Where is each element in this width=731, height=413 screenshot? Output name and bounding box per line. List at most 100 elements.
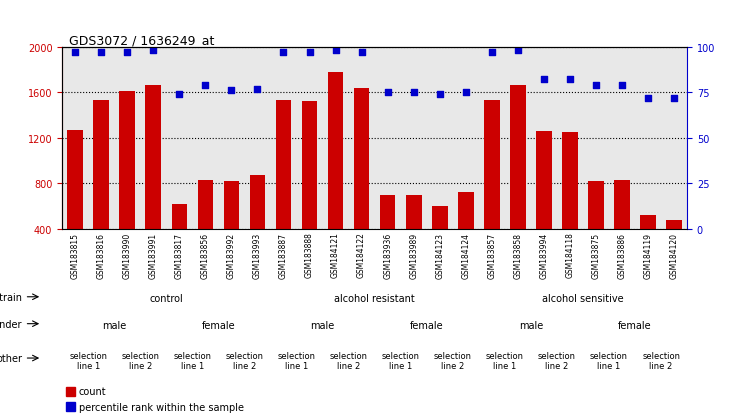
Bar: [67, 131, 83, 229]
Text: selection
line 2: selection line 2: [330, 351, 368, 370]
Bar: [510, 86, 526, 229]
Point: [616, 82, 628, 89]
Text: male: male: [311, 320, 335, 330]
Point: [408, 90, 420, 96]
Text: GSM183989: GSM183989: [409, 232, 418, 278]
Bar: [66, 387, 75, 396]
Text: GSM183990: GSM183990: [123, 232, 132, 278]
Text: percentile rank within the sample: percentile rank within the sample: [79, 402, 243, 412]
Bar: [276, 101, 292, 229]
Text: GSM183815: GSM183815: [71, 232, 80, 278]
Text: GSM183858: GSM183858: [513, 232, 523, 278]
Text: male: male: [519, 320, 543, 330]
Bar: [94, 101, 109, 229]
Bar: [536, 131, 552, 229]
Bar: [484, 101, 500, 229]
Text: GSM183936: GSM183936: [383, 232, 392, 278]
Bar: [562, 133, 577, 229]
Point: [434, 91, 446, 98]
Bar: [380, 195, 395, 229]
Text: GSM183856: GSM183856: [201, 232, 210, 278]
Text: GSM184122: GSM184122: [357, 232, 366, 278]
Bar: [172, 204, 187, 229]
Text: other: other: [0, 353, 22, 363]
Point: [330, 48, 341, 55]
Text: selection
line 2: selection line 2: [538, 351, 576, 370]
Text: selection
line 1: selection line 1: [590, 351, 628, 370]
Text: selection
line 2: selection line 2: [642, 351, 680, 370]
Text: control: control: [149, 293, 183, 304]
Point: [590, 82, 602, 89]
Text: GSM183888: GSM183888: [305, 232, 314, 278]
Bar: [354, 88, 369, 229]
Text: gender: gender: [0, 319, 22, 329]
Text: GSM184124: GSM184124: [461, 232, 470, 278]
Text: GDS3072 / 1636249_at: GDS3072 / 1636249_at: [69, 33, 215, 47]
Point: [460, 90, 471, 96]
Point: [668, 95, 680, 102]
Point: [148, 48, 159, 55]
Text: GSM184119: GSM184119: [643, 232, 653, 278]
Text: female: female: [202, 320, 235, 330]
Text: selection
line 2: selection line 2: [225, 351, 263, 370]
Text: GSM183817: GSM183817: [175, 232, 183, 278]
Text: strain: strain: [0, 292, 22, 302]
Bar: [302, 102, 317, 229]
Bar: [614, 180, 630, 229]
Bar: [145, 86, 161, 229]
Text: GSM184123: GSM184123: [435, 232, 444, 278]
Point: [303, 50, 315, 56]
Text: GSM184118: GSM184118: [566, 232, 575, 278]
Text: GSM184121: GSM184121: [331, 232, 340, 278]
Text: male: male: [102, 320, 126, 330]
Text: selection
line 1: selection line 1: [278, 351, 316, 370]
Point: [173, 91, 185, 98]
Point: [643, 95, 654, 102]
Text: GSM184120: GSM184120: [670, 232, 678, 278]
Point: [121, 50, 133, 56]
Text: GSM183994: GSM183994: [539, 232, 548, 278]
Text: selection
line 1: selection line 1: [173, 351, 211, 370]
Text: GSM183857: GSM183857: [488, 232, 496, 278]
Text: GSM183887: GSM183887: [279, 232, 288, 278]
Bar: [640, 216, 656, 229]
Bar: [588, 182, 604, 229]
Bar: [327, 73, 344, 229]
Point: [226, 88, 238, 95]
Point: [564, 77, 576, 83]
Point: [512, 48, 523, 55]
Text: GSM183991: GSM183991: [149, 232, 158, 278]
Text: GSM183816: GSM183816: [96, 232, 106, 278]
Text: GSM183992: GSM183992: [227, 232, 236, 278]
Text: count: count: [79, 386, 106, 396]
Point: [69, 50, 81, 56]
Text: female: female: [410, 320, 444, 330]
Bar: [406, 195, 422, 229]
Text: GSM183875: GSM183875: [591, 232, 600, 278]
Bar: [197, 180, 213, 229]
Text: alcohol resistant: alcohol resistant: [334, 293, 415, 304]
Bar: [224, 182, 239, 229]
Bar: [667, 220, 682, 229]
Text: selection
line 2: selection line 2: [433, 351, 471, 370]
Point: [382, 90, 393, 96]
Point: [538, 77, 550, 83]
Bar: [458, 193, 474, 229]
Bar: [66, 402, 75, 411]
Text: GSM183993: GSM183993: [253, 232, 262, 278]
Text: selection
line 2: selection line 2: [121, 351, 159, 370]
Text: selection
line 1: selection line 1: [69, 351, 107, 370]
Bar: [119, 92, 135, 229]
Point: [356, 50, 368, 56]
Text: alcohol sensitive: alcohol sensitive: [542, 293, 624, 304]
Point: [200, 82, 211, 89]
Bar: [250, 176, 265, 229]
Point: [251, 86, 263, 93]
Text: GSM183886: GSM183886: [618, 232, 626, 278]
Point: [95, 50, 107, 56]
Point: [486, 50, 498, 56]
Bar: [432, 206, 447, 229]
Text: selection
line 1: selection line 1: [382, 351, 420, 370]
Text: female: female: [618, 320, 652, 330]
Point: [278, 50, 289, 56]
